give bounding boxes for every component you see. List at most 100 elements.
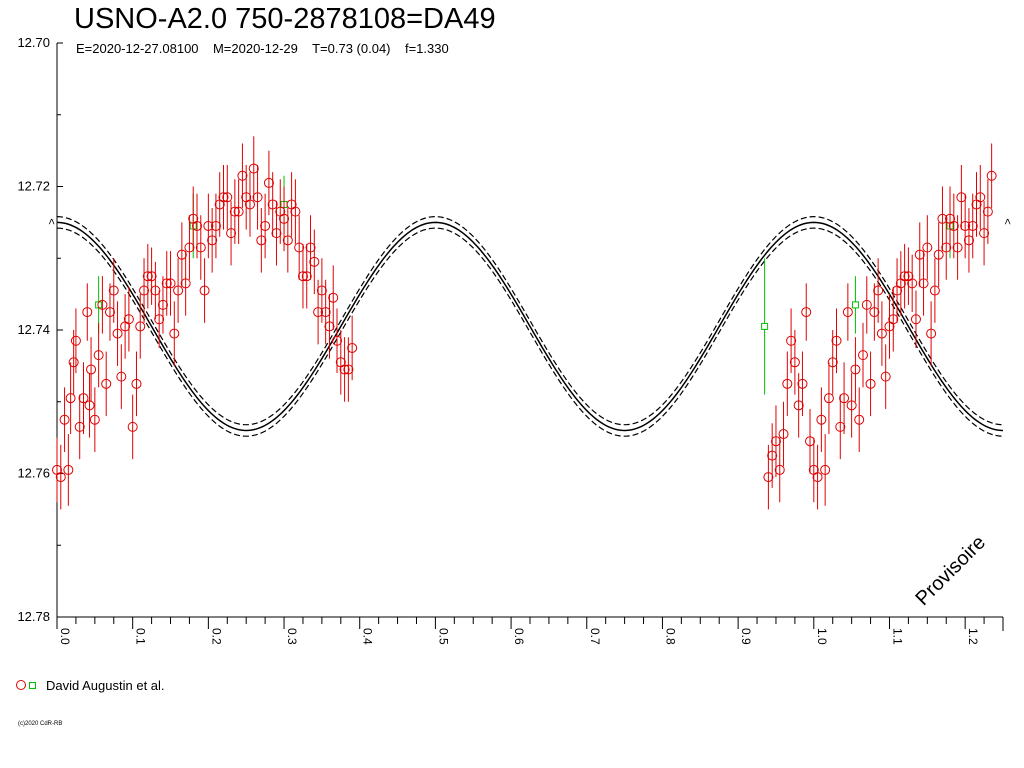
data-point xyxy=(827,357,838,368)
data-point xyxy=(70,335,81,346)
data-point xyxy=(207,235,218,246)
x-tick-label: 0.3 xyxy=(285,628,299,645)
data-point xyxy=(797,378,808,389)
data-point xyxy=(180,278,191,289)
y-tick-label: 12.78 xyxy=(17,609,50,624)
data-point xyxy=(93,350,104,361)
x-tick-label: 0.2 xyxy=(209,628,223,645)
data-point xyxy=(184,242,195,253)
y-tick-label: 12.70 xyxy=(17,35,50,50)
data-point xyxy=(84,400,95,411)
axis-labels: 12.70 12.72 12.74 12.76 12.78 0.0 0.1 0.2 0.3 0.4… xyxy=(17,35,1013,645)
data-point xyxy=(846,400,857,411)
data-point xyxy=(793,400,804,411)
data-point xyxy=(116,371,127,382)
y-tick-label: 12.72 xyxy=(17,179,50,194)
x-tick-label: 0.0 xyxy=(58,628,72,645)
data-point xyxy=(199,285,210,296)
model-lower-envelope xyxy=(56,227,1004,437)
data-point xyxy=(267,199,278,210)
x-tick-label: 1.1 xyxy=(890,628,904,645)
y-tick-label: 12.76 xyxy=(17,466,50,481)
data-point xyxy=(192,220,203,231)
period-marker-right: < xyxy=(1001,218,1013,224)
data-point xyxy=(157,299,168,310)
data-point xyxy=(271,228,282,239)
data-point xyxy=(176,249,187,260)
data-point xyxy=(229,206,240,217)
data-point xyxy=(97,299,108,310)
data-point xyxy=(248,163,259,174)
data-point xyxy=(324,321,335,332)
data-point xyxy=(986,170,997,181)
legend-label: David Augustin et al. xyxy=(46,677,165,693)
data-point xyxy=(320,307,331,318)
model-curve xyxy=(56,221,1004,432)
data-point xyxy=(150,285,161,296)
data-point xyxy=(142,271,153,282)
data-point xyxy=(82,307,93,318)
data-point xyxy=(146,271,157,282)
data-point xyxy=(914,249,925,260)
data-point xyxy=(888,314,899,325)
period-marker-left: < xyxy=(45,218,57,224)
data-point xyxy=(805,436,816,447)
data-point xyxy=(282,235,293,246)
watermark-text: Provisoire xyxy=(912,532,990,610)
x-tick-label: 0.8 xyxy=(663,628,677,645)
chart-subtitle: E=2020-12-27.08100 M=2020-12-29 T=0.73 (… xyxy=(76,41,449,56)
chart-title: USNO-A2.0 750-2878108=DA49 xyxy=(74,3,496,35)
x-tick-label: 0.5 xyxy=(436,628,450,645)
data-point xyxy=(233,206,244,217)
data-point xyxy=(933,249,944,260)
data-point xyxy=(316,285,327,296)
data-point xyxy=(297,271,308,282)
data-point xyxy=(963,235,974,246)
data-point xyxy=(763,472,774,483)
data-point xyxy=(260,220,271,231)
data-point xyxy=(252,192,263,203)
data-point xyxy=(131,378,142,389)
data-point xyxy=(816,414,827,425)
data-point xyxy=(210,220,221,231)
data-point xyxy=(86,364,97,375)
x-tick-label: 0.6 xyxy=(512,628,526,645)
data-point xyxy=(842,307,853,318)
data-point xyxy=(922,242,933,253)
x-tick-label: 1.2 xyxy=(966,628,980,645)
data-point xyxy=(967,220,978,231)
data-point xyxy=(68,357,79,368)
data-point xyxy=(309,256,320,267)
data-point xyxy=(161,278,172,289)
data-point xyxy=(782,378,793,389)
data-point xyxy=(169,328,180,339)
data-point xyxy=(948,220,959,231)
model-upper-envelope xyxy=(56,216,1004,426)
data-point xyxy=(789,357,800,368)
data-point xyxy=(101,378,112,389)
data-point xyxy=(55,472,66,483)
data-point xyxy=(865,378,876,389)
data-point xyxy=(907,278,918,289)
data-point xyxy=(108,285,119,296)
data-point xyxy=(770,436,781,447)
data-point xyxy=(929,285,940,296)
data-point xyxy=(123,314,134,325)
data-point xyxy=(960,220,971,231)
x-tick-label: 0.9 xyxy=(739,628,753,645)
x-tick-label: 0.7 xyxy=(588,628,602,645)
data-point xyxy=(59,414,70,425)
data-point xyxy=(873,285,884,296)
data-point xyxy=(301,271,312,282)
data-point xyxy=(820,464,831,475)
data-point xyxy=(851,301,859,309)
data-point xyxy=(869,307,880,318)
data-point xyxy=(339,364,350,375)
model-curves xyxy=(56,216,1004,437)
data-point xyxy=(263,177,274,188)
x-tick-label: 0.1 xyxy=(134,628,148,645)
data-point xyxy=(104,307,115,318)
data-point xyxy=(975,192,986,203)
data-point xyxy=(347,342,358,353)
data-point xyxy=(854,414,865,425)
